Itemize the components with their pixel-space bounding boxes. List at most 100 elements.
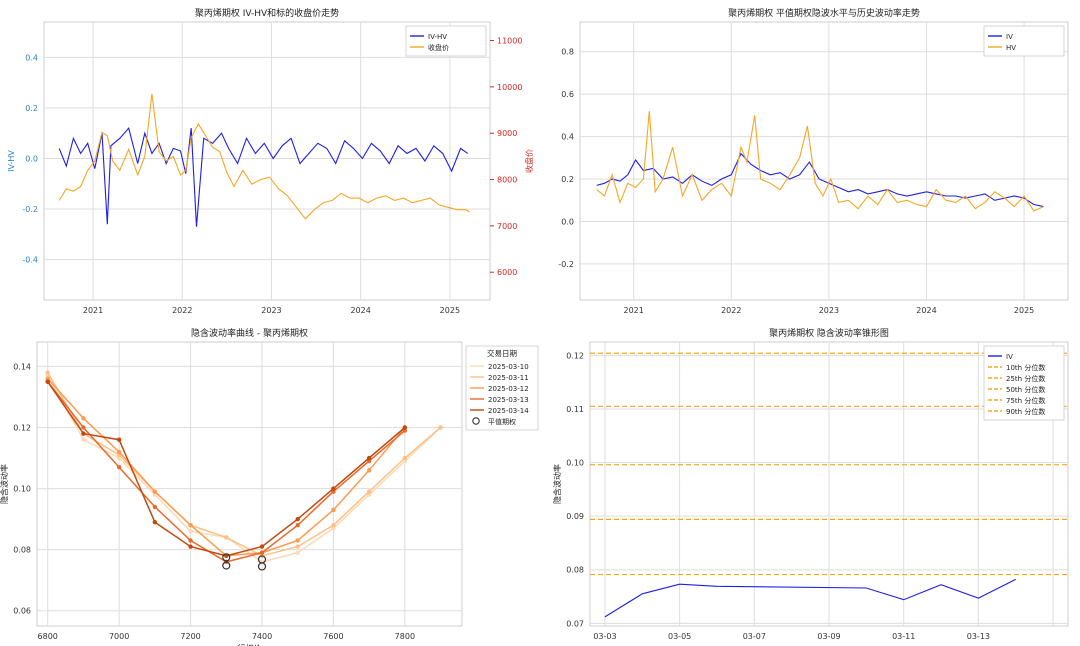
legend-label: 10th 分位数 xyxy=(1006,363,1045,372)
legend-label: 90th 分位数 xyxy=(1006,407,1045,416)
plot-area xyxy=(43,21,491,301)
legend-label: 收盘价 xyxy=(428,43,449,52)
legend-label: 2025-03-13 xyxy=(488,396,529,404)
x-tick-label: 03-11 xyxy=(892,632,915,641)
data-point xyxy=(331,486,336,491)
y-tick-label: -0.2 xyxy=(558,260,574,269)
data-point xyxy=(366,458,372,464)
chart-title: 聚丙烯期权 隐含波动率锥形图 xyxy=(769,327,889,339)
data-point xyxy=(366,455,372,461)
legend-label: IV-HV xyxy=(428,33,447,41)
y-tick-label: 0.8 xyxy=(561,48,574,57)
series-line xyxy=(47,372,442,557)
y-tick-label: 0.0 xyxy=(25,154,38,163)
legend-title: 交易日期 xyxy=(487,348,517,358)
data-point xyxy=(259,550,265,555)
x-tick-label: 2022 xyxy=(721,306,741,315)
data-point xyxy=(366,489,372,494)
x-tick-label: 7200 xyxy=(180,632,200,641)
data-point xyxy=(402,425,408,430)
y-tick-label: 0.08 xyxy=(566,566,584,575)
chart-title: 聚丙烯期权 IV-HV和标的收盘价走势 xyxy=(195,7,339,19)
data-point xyxy=(188,544,193,549)
legend-label: IV xyxy=(1006,353,1013,361)
data-point xyxy=(81,437,86,442)
x-tick-label: 7000 xyxy=(109,632,129,641)
chart-panel-1: 2021 2022 2023 2024 2025 -0.4 -0.2 0.0 0.2 0.4 聚丙烯… xyxy=(7,7,534,315)
data-point xyxy=(224,535,229,540)
y2-tick-label: 11000 xyxy=(497,37,522,46)
data-point xyxy=(295,523,300,528)
y-tick-label: 0.0 xyxy=(561,217,574,226)
data-point xyxy=(188,538,193,543)
data-point xyxy=(152,519,158,525)
data-point xyxy=(188,529,193,534)
data-point xyxy=(295,516,300,522)
x-tick-label: 2024 xyxy=(916,306,936,315)
y2-tick-label: 10000 xyxy=(497,83,522,92)
x-tick-label: 2025 xyxy=(1014,306,1034,315)
y2-tick-label: 6000 xyxy=(497,268,517,277)
y-axis-label: 隐含波动率 xyxy=(0,464,9,504)
y-tick-label: 0.12 xyxy=(13,424,31,433)
data-point xyxy=(224,553,229,558)
data-point xyxy=(116,465,122,470)
y2-axis-label: 收盘价 xyxy=(524,149,534,173)
data-point xyxy=(295,550,300,555)
y-tick-label: 0.11 xyxy=(566,405,584,414)
data-point xyxy=(81,416,86,421)
x-tick-label: 03-09 xyxy=(817,632,840,641)
data-point xyxy=(366,468,372,473)
y-tick-label: 0.10 xyxy=(13,485,31,494)
x-tick-label: 7600 xyxy=(323,632,343,641)
data-point xyxy=(295,544,300,549)
legend-label: 2025-03-12 xyxy=(488,385,529,393)
data-point xyxy=(45,379,50,384)
y2-tick-label: 8000 xyxy=(497,176,517,185)
y-axis-label: IV-HV xyxy=(7,150,16,172)
x-tick-label: 7800 xyxy=(395,632,415,641)
legend-box xyxy=(405,25,487,57)
chart-title: 隐含波动率曲线 - 聚丙烯期权 xyxy=(191,327,308,339)
y2-tick-label: 9000 xyxy=(497,129,517,138)
data-point xyxy=(152,504,158,510)
y-tick-label: 0.4 xyxy=(561,133,574,142)
atm-marker xyxy=(222,561,231,570)
plot-area xyxy=(579,21,1069,301)
y-tick-label: 0.2 xyxy=(25,104,38,113)
x-tick-label: 2021 xyxy=(624,306,644,315)
x-tick-label: 7400 xyxy=(252,632,272,641)
legend-label: IV xyxy=(1006,33,1013,41)
data-point xyxy=(81,425,86,430)
series-line xyxy=(47,375,442,563)
series-line xyxy=(58,93,470,220)
series-line xyxy=(604,578,1016,618)
data-point xyxy=(331,523,336,528)
data-point xyxy=(81,431,86,436)
y-axis-label: 隐含波动率 xyxy=(552,464,562,504)
data-point xyxy=(116,437,122,442)
y-tick-label: 0.6 xyxy=(561,90,574,99)
y-tick-label: 0.10 xyxy=(566,459,584,468)
data-point xyxy=(438,425,443,430)
y-tick-label: -0.4 xyxy=(22,256,38,265)
x-tick-label: 03-13 xyxy=(967,632,990,641)
legend-label: 2025-03-14 xyxy=(488,407,529,415)
data-point xyxy=(45,376,50,381)
data-point xyxy=(259,544,265,549)
chart-panel-4: 03-03 03-05 03-07 03-09 03-11 03-13 0.07 0.08 0.… xyxy=(552,327,1069,641)
legend-label: 平值期权 xyxy=(488,417,516,426)
atm-marker xyxy=(257,562,267,571)
chart-panel-3: 6800 7000 7200 7400 7600 7800 0.06 0.08 0.10 0.12… xyxy=(0,327,539,646)
y2-tick-label: 7000 xyxy=(497,222,517,231)
data-point xyxy=(331,526,336,531)
y-tick-label: 0.14 xyxy=(13,362,31,371)
legend-marker xyxy=(472,417,480,425)
data-point xyxy=(45,370,50,375)
x-tick-label: 2021 xyxy=(83,306,103,315)
y-tick-label: 0.06 xyxy=(13,607,31,616)
x-axis-label: 行权价 xyxy=(238,643,262,646)
legend-label: 2025-03-10 xyxy=(488,363,529,371)
y-tick-label: 0.09 xyxy=(566,512,584,521)
